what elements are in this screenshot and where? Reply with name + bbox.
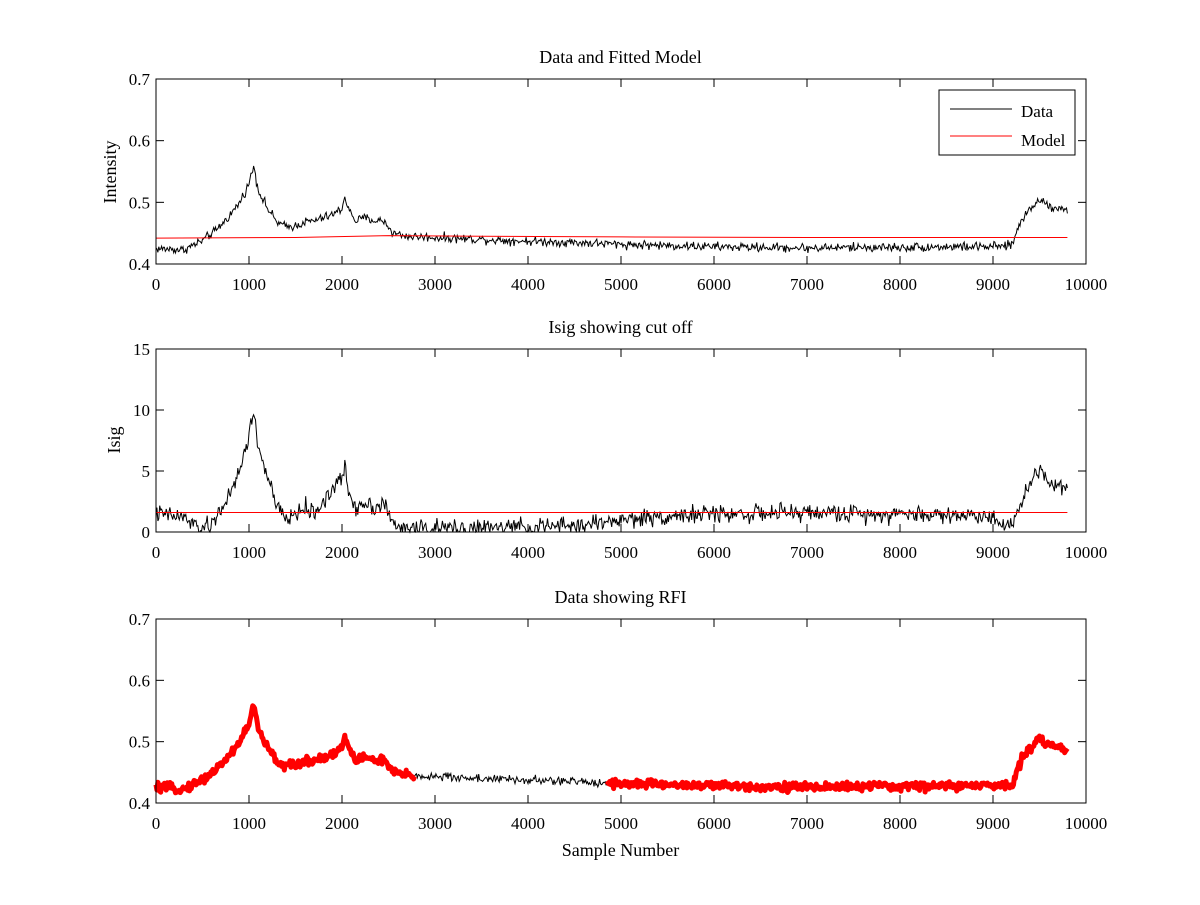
y-tick-label: 10 [133,401,150,420]
series-data [155,165,1068,255]
x-tick-label: 10000 [1065,543,1108,562]
rfi-segment [153,779,186,796]
x-tick-label: 8000 [883,814,917,833]
x-tick-label: 7000 [790,275,824,294]
legend-model-label: Model [1021,131,1066,150]
y-tick-label: 0.6 [129,671,150,690]
x-tick-label: 4000 [511,275,545,294]
panel-data-showing-rfi: Data showing RFI Sample Number 0 1000 2000… [129,587,1108,860]
panel-1-plot-area: 0 1000 2000 3000 4000 5000 6000 7000 8000 9000 100… [129,70,1108,294]
x-tick-label: 8000 [883,275,917,294]
y-tick-label: 15 [133,340,150,359]
x-tick-label: 7000 [790,543,824,562]
panel-1-ylabel: Intensity [100,141,120,204]
y-tick-label: 0.5 [129,193,150,212]
x-tick-label: 5000 [604,543,638,562]
series-isig [155,413,1068,534]
x-tick-label: 9000 [976,814,1010,833]
x-tick-label: 0 [152,275,161,294]
panel-isig-showing-cut-off: Isig showing cut off Isig 0 1000 2000 3000 4… [104,317,1107,562]
rfi-segment [181,703,417,794]
y-tick-label: 0.5 [129,733,150,752]
x-tick-label: 10000 [1065,814,1108,833]
y-tick-label: 0.7 [129,70,151,89]
x-tick-label: 5000 [604,275,638,294]
x-tick-label: 6000 [697,275,731,294]
x-tick-label: 2000 [325,275,359,294]
x-tick-label: 6000 [697,814,731,833]
y-tick-label: 5 [142,462,151,481]
y-tick-label: 0.7 [129,610,151,629]
x-tick-label: 9000 [976,543,1010,562]
panel-1-legend: Data Model [938,89,1076,156]
x-tick-label: 0 [152,814,161,833]
panel-3-title: Data showing RFI [555,587,687,607]
panel-2-ylabel: Isig [104,427,124,454]
x-tick-label: 0 [152,543,161,562]
panel-2-title: Isig showing cut off [548,317,692,337]
panel-3-plot-area: 0 1000 2000 3000 4000 5000 6000 7000 8000 9000 100… [129,610,1108,833]
x-tick-label: 8000 [883,543,917,562]
x-tick-label: 6000 [697,543,731,562]
x-tick-label: 1000 [232,543,266,562]
x-tick-label: 4000 [511,814,545,833]
x-tick-label: 2000 [325,543,359,562]
x-tick-label: 5000 [604,814,638,833]
panel-data-and-fitted-model: Data and Fitted Model Intensity 0 1000 200… [100,47,1107,294]
y-tick-label: 0.4 [129,794,151,813]
rfi-segment [604,733,1070,795]
x-tick-label: 3000 [418,814,452,833]
series-model [155,235,1068,239]
panel-3-xlabel: Sample Number [562,840,679,860]
x-tick-label: 7000 [790,814,824,833]
panel-2-plot-area: 0 1000 2000 3000 4000 5000 6000 7000 8000 9000 100… [133,340,1107,562]
y-tick-label: 0 [142,523,151,542]
x-tick-label: 3000 [418,275,452,294]
x-tick-label: 4000 [511,543,545,562]
legend-data-label: Data [1021,102,1054,121]
x-tick-label: 9000 [976,275,1010,294]
x-tick-label: 10000 [1065,275,1108,294]
y-tick-label: 0.4 [129,255,151,274]
panel-1-title: Data and Fitted Model [539,47,701,67]
x-tick-label: 3000 [418,543,452,562]
legend-box [938,89,1076,156]
x-tick-label: 1000 [232,275,266,294]
x-tick-label: 1000 [232,814,266,833]
x-tick-label: 2000 [325,814,359,833]
y-tick-label: 0.6 [129,132,150,151]
